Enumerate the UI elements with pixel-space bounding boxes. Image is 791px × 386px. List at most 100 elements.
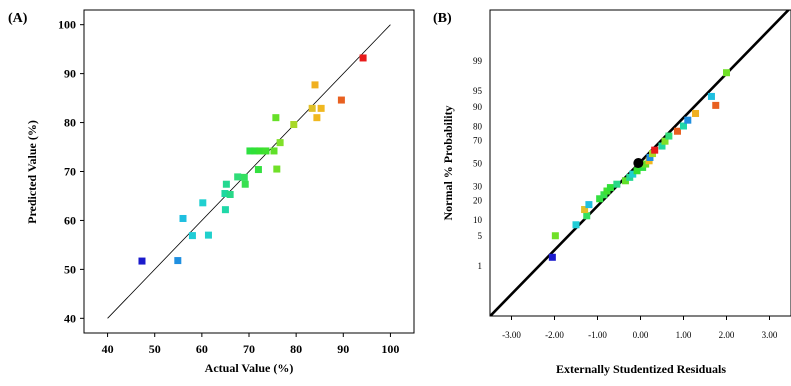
panel-a-data-point (246, 147, 254, 155)
panel-b-data-point (551, 232, 559, 240)
panel-a-data-point (251, 147, 259, 155)
panel-b-data-point (684, 116, 692, 124)
panel-a-x-axis-title: Actual Value (%) (205, 361, 294, 375)
panel-b-y-tick-label: 20 (473, 196, 483, 206)
panel-b-y-tick-label: 50 (473, 159, 483, 169)
panel-b-x-tick-label: 1.00 (676, 330, 692, 340)
panel-a-y-tick-label: 70 (64, 165, 76, 179)
panel-a-data-point (337, 96, 345, 104)
panel-b-y-tick-label: 5 (478, 231, 483, 241)
panel-a-data-point (138, 257, 146, 265)
panel-a-data-point (317, 104, 325, 112)
panel-a-data-point (221, 190, 229, 198)
panel-b: (B) -3.00 -2.00 -1.00 0.00 1.00 2.00 3.00 1 5 10… (433, 9, 791, 376)
panel-b-y-axis-title: Normal % Probability (441, 105, 455, 220)
panel-b-data-point (633, 167, 641, 175)
panel-a-data-point (199, 199, 207, 207)
panel-b-y-tick-label: 99 (473, 56, 483, 66)
panel-b-data-point (723, 69, 730, 77)
panel-b-data-point (600, 191, 608, 199)
panel-b-data-point (621, 177, 629, 185)
panel-a-data-point (226, 191, 234, 199)
panel-a-data-point (276, 139, 284, 147)
panel-a-data-point (272, 114, 280, 122)
panel-b-data-point (712, 101, 720, 109)
panel-b-y-tick-label: 70 (473, 135, 483, 145)
panel-a-x-tick-label: 80 (290, 342, 302, 356)
panel-b-x-tick-label: 3.00 (762, 330, 778, 340)
panel-b-y-tick-label: 10 (473, 215, 483, 225)
panel-a-points (138, 54, 367, 265)
panel-b-data-point (606, 184, 614, 192)
panel-b-data-point (596, 195, 604, 203)
panel-b-data-point (548, 253, 556, 261)
panel-a-data-point (262, 147, 270, 155)
panel-b-data-point (661, 137, 669, 145)
panel-a-reference-line (107, 24, 391, 319)
panel-b-data-point (665, 132, 673, 140)
panel-a-x-tick-label: 50 (149, 342, 161, 356)
panel-b-data-point (629, 170, 637, 178)
panel-a-x-ticks: 40 50 60 70 80 90 100 (102, 333, 399, 356)
panel-b-y-tick-label: 80 (473, 121, 483, 131)
panel-a-data-point (204, 231, 212, 239)
panel-a-x-tick-label: 60 (196, 342, 208, 356)
panel-b-y-tick-label: 95 (473, 86, 483, 96)
panel-a-y-axis-title: Predicted Value (%) (25, 120, 39, 224)
panel-b-data-point (581, 206, 589, 214)
panel-b-data-point (585, 201, 593, 209)
panel-a-data-point (241, 180, 249, 188)
panel-b-data-point (692, 109, 700, 117)
panel-a-data-point (222, 180, 230, 188)
panel-b-highlight-point (633, 158, 644, 168)
panel-a-data-point (174, 257, 182, 265)
panel-b-x-tick-label: -2.00 (545, 330, 564, 340)
panel-b-x-tick-label: 2.00 (719, 330, 735, 340)
panel-a-data-point (273, 165, 281, 173)
panel-a-data-point (270, 147, 278, 155)
panel-a-x-tick-label: 40 (102, 342, 114, 356)
panel-a-label: (A) (8, 11, 28, 26)
panel-a-x-tick-label: 90 (337, 342, 349, 356)
panel-b-data-point (673, 127, 681, 135)
panel-a-data-point (308, 104, 316, 112)
panel-b-label: (B) (433, 11, 452, 26)
panel-b-y-ticks: 1 5 10 20 30 50 70 80 90 95 99 (473, 56, 483, 271)
panel-a-data-point (313, 114, 321, 122)
panel-b-y-tick-label: 1 (478, 261, 483, 271)
panel-a-data-point (221, 206, 229, 214)
panel-b-data-point (572, 221, 580, 229)
panel-a-data-point (290, 121, 298, 129)
panel-b-data-point (651, 146, 659, 154)
panel-a-data-point (240, 173, 248, 181)
panel-a-x-tick-label: 70 (243, 342, 255, 356)
panel-a-y-tick-label: 90 (64, 67, 76, 81)
panel-a-fit-line (107, 24, 391, 319)
panel-b-data-point (707, 92, 715, 100)
panel-b-x-axis-title: Externally Studentized Residuals (556, 362, 726, 376)
panel-a-data-point (254, 166, 262, 174)
panel-a: (A) 40 50 60 70 80 90 100 40 50 60 70 80 90 100 Actu… (8, 9, 415, 375)
panel-b-x-tick-label: -3.00 (502, 330, 521, 340)
panel-a-y-tick-label: 50 (64, 262, 76, 276)
panel-a-y-tick-label: 40 (64, 311, 76, 325)
panel-b-data-point (583, 212, 591, 220)
panel-b-x-ticks: -3.00 -2.00 -1.00 0.00 1.00 2.00 3.00 (502, 316, 778, 340)
panel-b-data-point (646, 153, 654, 161)
panel-a-data-point (234, 173, 242, 181)
panel-a-data-point (359, 54, 367, 62)
panel-a-data-point (311, 81, 319, 89)
panel-a-y-ticks: 40 50 60 70 80 90 100 (58, 18, 84, 325)
panel-a-y-tick-label: 60 (64, 213, 76, 227)
panel-b-data-point (658, 142, 666, 150)
panel-b-x-tick-label: -1.00 (588, 330, 607, 340)
panel-b-x-tick-label: 0.00 (633, 330, 649, 340)
panel-b-y-tick-label: 30 (473, 182, 483, 192)
panel-a-data-point (179, 214, 187, 222)
panel-b-points (548, 69, 730, 261)
panel-a-data-point (256, 147, 264, 155)
panel-b-data-point (680, 122, 687, 130)
panel-a-y-tick-label: 80 (64, 116, 76, 130)
panel-a-y-tick-label: 100 (58, 18, 76, 32)
panel-a-x-tick-label: 100 (381, 342, 399, 356)
